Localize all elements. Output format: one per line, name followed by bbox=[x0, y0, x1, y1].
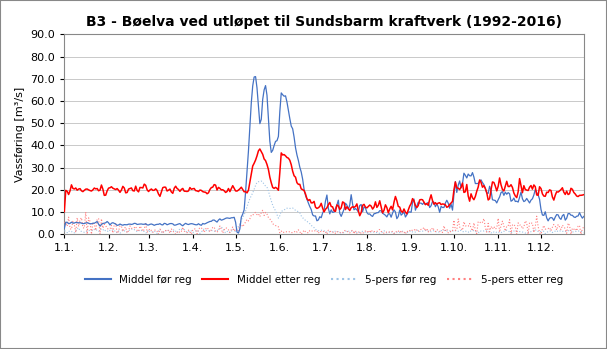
Title: B3 - Bøelva ved utløpet til Sundsbarm kraftverk (1992-2016): B3 - Bøelva ved utløpet til Sundsbarm kr… bbox=[86, 15, 562, 29]
Y-axis label: Vassføring [m³/s]: Vassføring [m³/s] bbox=[15, 87, 25, 182]
Legend: Middel før reg, Middel etter reg, 5-pers før reg, 5-pers etter reg: Middel før reg, Middel etter reg, 5-pers… bbox=[81, 270, 568, 289]
